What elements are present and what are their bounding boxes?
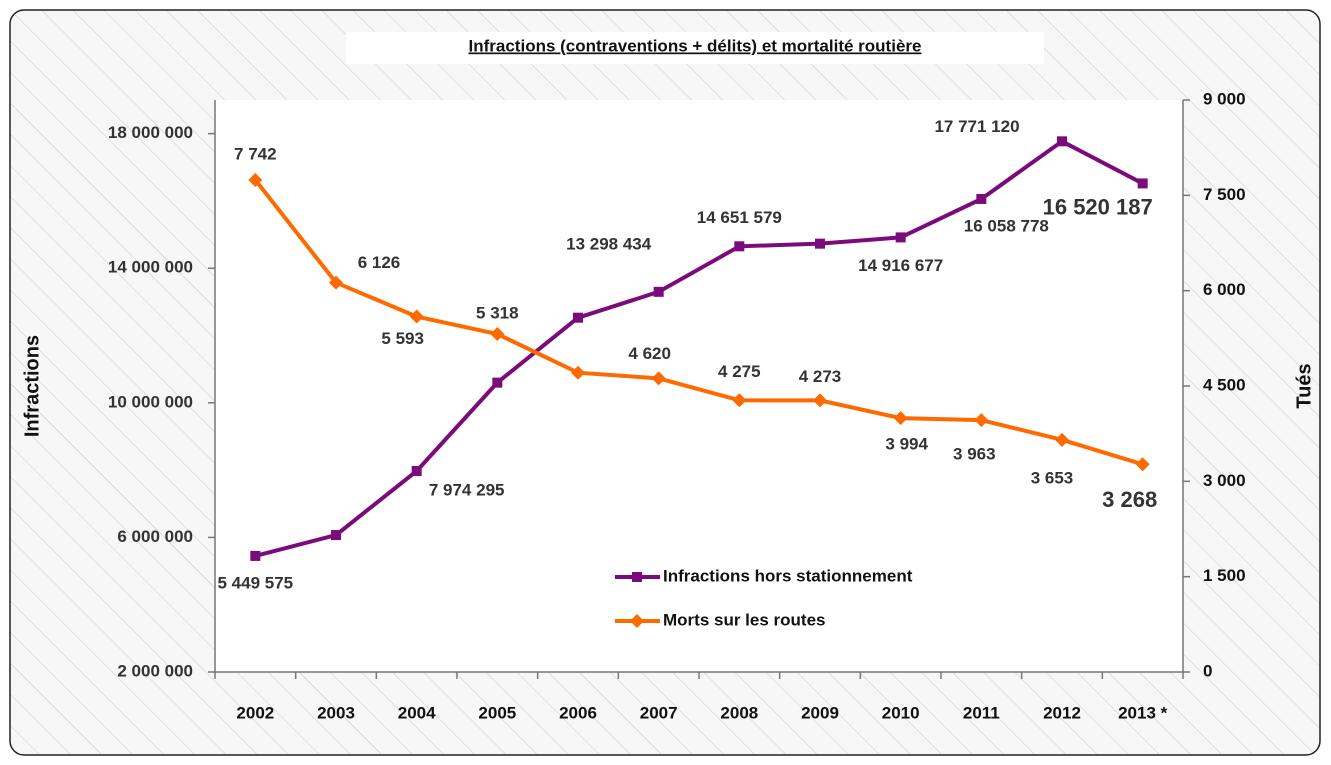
data-label: 4 620 xyxy=(628,344,671,363)
x-tick-label: 2003 xyxy=(317,703,355,722)
y-tick-label: 14 000 000 xyxy=(108,258,193,277)
series-marker xyxy=(1057,136,1067,147)
data-label: 13 298 434 xyxy=(566,234,652,253)
data-label: 7 974 295 xyxy=(429,480,505,499)
data-label: 4 275 xyxy=(718,362,761,381)
y2-tick-label: 0 xyxy=(1203,661,1212,680)
y-tick-label: 6 000 000 xyxy=(117,527,193,546)
series-marker xyxy=(974,413,989,428)
title-box xyxy=(346,32,1044,64)
series-marker xyxy=(1137,178,1148,189)
data-label: 6 126 xyxy=(358,253,401,272)
x-tick-label: 2006 xyxy=(559,703,597,722)
series-line xyxy=(253,178,1144,467)
series-marker xyxy=(651,371,666,386)
x-tick-label: 2011 xyxy=(963,703,1000,722)
data-label: 16 520 187 xyxy=(1043,194,1153,219)
x-tick-label: 2008 xyxy=(720,703,758,722)
data-label: 5 449 575 xyxy=(218,573,294,592)
series-marker xyxy=(248,172,263,187)
series-marker xyxy=(653,286,664,297)
data-label: 7 742 xyxy=(234,144,277,163)
y2-tick-label: 7 500 xyxy=(1203,185,1246,204)
y2-tick-label: 6 000 xyxy=(1203,280,1246,299)
series-line xyxy=(254,139,1144,558)
x-tick-label: 2004 xyxy=(398,703,436,722)
data-label: 16 058 778 xyxy=(964,216,1049,235)
y-axis-label: Infractions xyxy=(21,335,43,437)
y-tick-label: 18 000 000 xyxy=(108,123,193,142)
x-tick-label: 2009 xyxy=(801,703,839,722)
x-tick-label: 2012 xyxy=(1043,703,1081,722)
x-tick-label: 2007 xyxy=(640,703,678,722)
data-label: 14 651 579 xyxy=(697,208,782,227)
series-marker xyxy=(976,193,987,204)
y2-axis-label: Tués xyxy=(1293,363,1315,408)
series-marker xyxy=(813,393,827,408)
y2-tick-label: 1 500 xyxy=(1203,566,1246,585)
series-marker xyxy=(492,377,503,388)
series-marker xyxy=(250,550,261,561)
legend-marker xyxy=(630,614,644,628)
plot-area xyxy=(215,100,1183,672)
x-tick-label: 2002 xyxy=(236,703,274,722)
series-marker xyxy=(490,327,505,342)
series-marker xyxy=(895,232,906,243)
series-marker xyxy=(329,275,343,290)
series-marker xyxy=(573,312,583,323)
data-label: 3 268 xyxy=(1102,487,1157,512)
data-label: 4 273 xyxy=(799,367,842,386)
data-label: 3 653 xyxy=(1031,468,1074,487)
x-tick-label: 2005 xyxy=(478,703,516,722)
y-tick-label: 10 000 000 xyxy=(108,392,193,411)
series-marker xyxy=(734,241,745,252)
series-marker xyxy=(331,530,341,541)
data-label: 3 994 xyxy=(885,435,928,454)
data-label: 5 318 xyxy=(476,303,519,322)
y2-tick-label: 4 500 xyxy=(1203,375,1246,394)
legend-label: Infractions hors stationnement xyxy=(663,566,913,585)
data-label: 17 771 120 xyxy=(934,117,1019,136)
series-marker xyxy=(411,465,422,476)
data-label: 5 593 xyxy=(381,329,424,348)
legend-marker xyxy=(632,572,642,582)
y2-tick-label: 9 000 xyxy=(1203,89,1246,108)
series-marker xyxy=(409,309,424,324)
series-marker xyxy=(1135,457,1150,472)
series-marker xyxy=(815,238,825,249)
y-tick-label: 2 000 000 xyxy=(117,661,193,680)
series-marker xyxy=(1055,432,1069,447)
x-tick-label: 2010 xyxy=(882,703,920,722)
series-marker xyxy=(893,411,908,426)
x-tick-label: 2013 * xyxy=(1118,703,1168,722)
chart-title: Infractions (contraventions + délits) et… xyxy=(469,36,922,55)
series-marker xyxy=(732,393,747,408)
data-label: 14 916 677 xyxy=(858,256,943,275)
legend-label: Morts sur les routes xyxy=(663,610,826,629)
series-marker xyxy=(571,365,585,380)
data-label: 3 963 xyxy=(953,445,996,464)
y2-tick-label: 3 000 xyxy=(1203,471,1246,490)
